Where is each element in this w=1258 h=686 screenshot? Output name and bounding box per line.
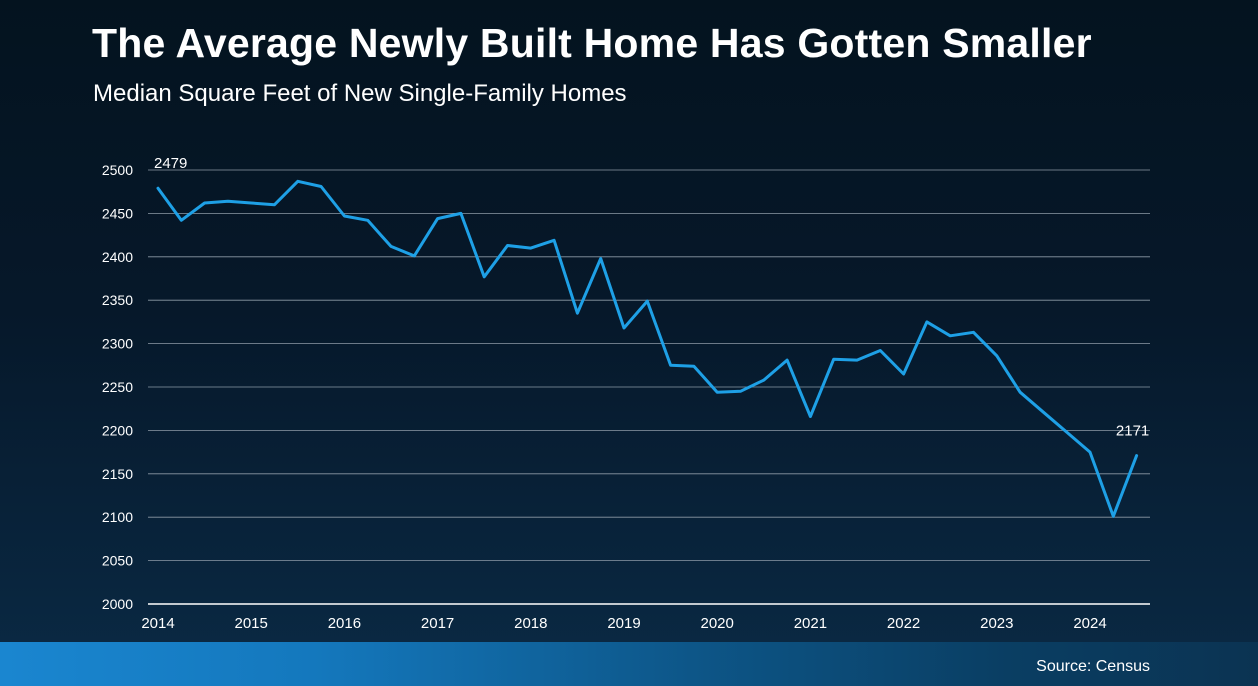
- x-tick-label: 2016: [328, 615, 361, 632]
- x-tick-label: 2014: [141, 615, 174, 632]
- y-tick-label: 2450: [102, 205, 133, 221]
- x-tick-label: 2024: [1073, 615, 1106, 632]
- x-tick-label: 2015: [235, 615, 268, 632]
- x-tick-label: 2017: [421, 615, 454, 632]
- x-axis-ticks: 2014 2015 2016 2017 2018 2019 2020 2021 2022 2023…: [141, 615, 1106, 632]
- chart-title: The Average Newly Built Home Has Gotten …: [92, 20, 1092, 66]
- x-tick-label: 2023: [980, 615, 1013, 632]
- y-tick-label: 2500: [102, 162, 133, 178]
- y-tick-label: 2250: [102, 379, 133, 395]
- grid-lines: [148, 169, 1150, 561]
- x-tick-label: 2020: [701, 615, 734, 632]
- data-label: 2479: [154, 155, 187, 172]
- chart-subtitle: Median Square Feet of New Single-Family …: [93, 80, 627, 107]
- y-tick-label: 2150: [102, 466, 133, 482]
- y-tick-label: 2000: [102, 596, 133, 612]
- source-label: Source: Census: [1036, 658, 1150, 675]
- footer-band: [0, 642, 1258, 686]
- x-tick-label: 2021: [794, 615, 827, 632]
- y-tick-label: 2200: [102, 422, 133, 438]
- x-tick-label: 2019: [607, 615, 640, 632]
- y-tick-label: 2050: [102, 553, 133, 569]
- series-line: [156, 179, 1139, 518]
- x-tick-label: 2018: [514, 615, 547, 632]
- y-axis-ticks: 2000 2050 2100 2150 2200 2250 2300 2350 2400 2450…: [102, 162, 133, 612]
- y-tick-label: 2400: [102, 249, 133, 265]
- x-tick-label: 2022: [887, 615, 920, 632]
- y-tick-label: 2350: [102, 292, 133, 308]
- y-tick-label: 2100: [102, 509, 133, 525]
- data-label: 2171: [1116, 423, 1149, 440]
- y-tick-label: 2300: [102, 336, 133, 352]
- data-labels: 2479 2171: [154, 155, 1149, 439]
